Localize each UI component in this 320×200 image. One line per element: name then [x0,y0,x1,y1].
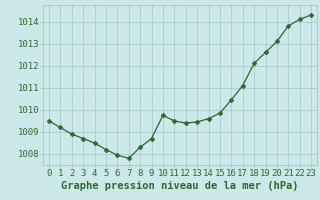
X-axis label: Graphe pression niveau de la mer (hPa): Graphe pression niveau de la mer (hPa) [61,181,299,191]
